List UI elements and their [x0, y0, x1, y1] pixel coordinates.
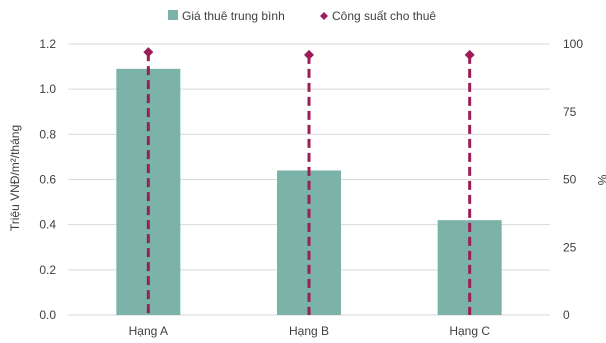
right-axis-tick-label: 0	[563, 308, 570, 322]
right-axis-title: %	[595, 175, 606, 186]
left-axis-tick-label: 0.4	[39, 218, 56, 232]
legend-label-marker: Công suất cho thuê	[332, 9, 436, 23]
left-axis-ticks: 0.0 0.2 0.4 0.6 0.8 1.0 1.2	[39, 37, 56, 322]
left-axis-tick-label: 0.0	[39, 308, 56, 322]
right-axis-ticks: 0 25 50 75 100	[563, 37, 583, 322]
left-axis-title: Triệu VNĐ/m²/tháng	[8, 125, 22, 231]
category-axis-ticks: Hạng A Hạng B Hạng C	[129, 324, 491, 338]
category-label: Hạng A	[129, 324, 168, 338]
left-axis-tick-label: 0.8	[39, 127, 56, 141]
category-label: Hạng C	[449, 324, 490, 338]
category-label: Hạng B	[289, 324, 329, 338]
left-axis-tick-label: 0.2	[39, 263, 56, 277]
right-axis-tick-label: 25	[563, 240, 577, 254]
right-axis-tick-label: 75	[563, 105, 577, 119]
left-axis-tick-label: 1.0	[39, 82, 56, 96]
right-axis-tick-label: 100	[563, 37, 583, 51]
legend-swatch-bar	[168, 10, 178, 20]
left-axis-tick-label: 0.6	[39, 173, 56, 187]
marker-1	[143, 47, 154, 58]
marker-3	[464, 49, 475, 60]
left-axis-tick-label: 1.2	[39, 37, 56, 51]
legend: Giá thuê trung bình Công suất cho thuê	[168, 9, 436, 23]
marker-2	[304, 49, 314, 60]
legend-swatch-marker	[320, 12, 328, 20]
right-axis-tick-label: 50	[563, 173, 577, 187]
occupancy-series	[143, 47, 475, 315]
legend-label-bar: Giá thuê trung bình	[182, 9, 285, 23]
